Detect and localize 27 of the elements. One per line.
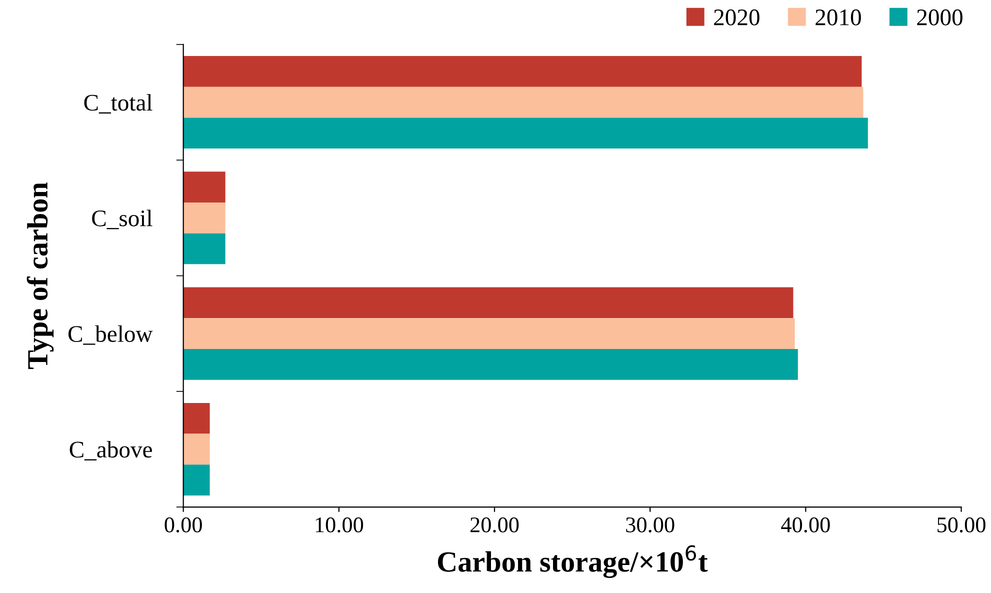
bar — [183, 86, 864, 118]
y-tick-label: C_above — [70, 441, 152, 460]
bar — [183, 287, 794, 318]
bar — [183, 233, 226, 264]
x-axis-title: Carbon storage/×10$^{6}$t — [438, 545, 708, 578]
y-axis-title: Type of carbon — [26, 182, 54, 370]
bar — [183, 318, 795, 349]
legend-label: 2000 — [917, 9, 962, 26]
x-tick-label: 20.00 — [470, 517, 519, 532]
x-tick-label: 40.00 — [781, 517, 830, 532]
legend-label: 2010 — [816, 9, 861, 26]
bar — [183, 464, 210, 496]
y-tick-label: C_soil — [92, 210, 152, 230]
x-tick-label: 0.00 — [164, 517, 202, 532]
bar — [183, 434, 210, 465]
bar — [183, 348, 798, 380]
legend-label: 2020 — [714, 9, 760, 26]
bar — [183, 56, 862, 87]
bar — [183, 172, 226, 203]
x-tick-label: 30.00 — [626, 517, 674, 532]
y-tick-label: C_below — [68, 325, 153, 345]
x-tick-label: 10.00 — [316, 517, 364, 532]
bar — [183, 202, 226, 234]
bar — [183, 402, 210, 434]
y-tick-label: C_total — [84, 94, 152, 114]
x-tick-label: 50.00 — [938, 517, 986, 532]
bar — [183, 118, 868, 149]
